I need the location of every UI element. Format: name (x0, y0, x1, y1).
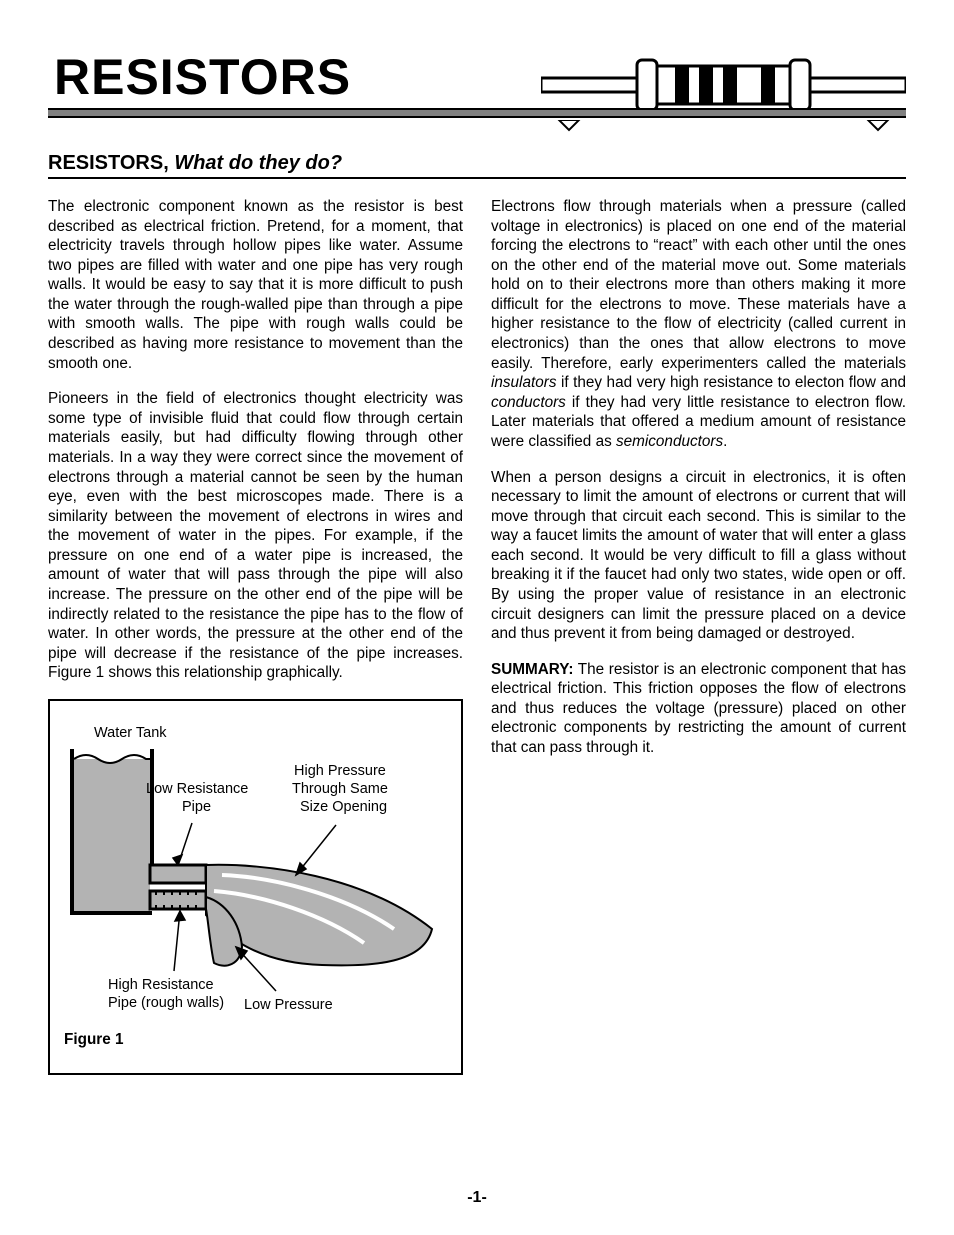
right-p1: Electrons flow through materials when a … (491, 197, 906, 452)
fig-label-high-press-1: High Pressure (294, 763, 386, 779)
fig-label-low-res-1: Low Resistance (146, 781, 248, 797)
left-column: The electronic component known as the re… (48, 197, 463, 1075)
fig-label-low-res-2: Pipe (182, 799, 211, 815)
figure-caption: Figure 1 (64, 1030, 447, 1050)
header-lead-tips-icon (541, 120, 906, 136)
right-p1-ital1: insulators (491, 374, 556, 391)
subtitle-lead: RESISTORS, (48, 152, 174, 174)
right-p1-post: . (723, 433, 727, 450)
right-p3: SUMMARY: The resistor is an electronic c… (491, 660, 906, 758)
left-p1: The electronic component known as the re… (48, 197, 463, 373)
fig-label-high-res-1: High Resistance (108, 977, 214, 993)
fig-label-water-tank: Water Tank (94, 725, 167, 741)
fig-label-high-press-3: Size Opening (300, 799, 387, 815)
right-p2: When a person designs a circuit in elect… (491, 468, 906, 644)
right-p1-ital3: semiconductors (616, 433, 723, 450)
right-p1-pre: Electrons flow through materials when a … (491, 198, 906, 372)
right-p1-mid1: if they had very high resistance to elec… (556, 374, 906, 391)
subtitle-question: What do they do? (174, 152, 342, 174)
fig-label-high-press-2: Through Same (292, 781, 388, 797)
title-rule (48, 108, 906, 118)
resistor-header-icon (541, 52, 906, 108)
subtitle-bar: RESISTORS, What do they do? (48, 152, 906, 179)
left-p2: Pioneers in the field of electronics tho… (48, 389, 463, 683)
fig-label-high-res-2: Pipe (rough walls) (108, 995, 224, 1011)
right-p1-ital2: conductors (491, 394, 566, 411)
right-p3-bold: SUMMARY: (491, 661, 573, 678)
figure-1: Water Tank (48, 699, 463, 1076)
right-column: Electrons flow through materials when a … (491, 197, 906, 1075)
page-title: RESISTORS (54, 48, 351, 106)
page-number: -1- (0, 1189, 954, 1207)
fig-label-low-press: Low Pressure (244, 997, 333, 1013)
